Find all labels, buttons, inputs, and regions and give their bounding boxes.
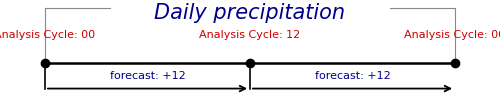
Text: Analysis Cycle: 00: Analysis Cycle: 00	[404, 30, 500, 40]
Text: Daily precipitation: Daily precipitation	[154, 3, 346, 23]
Text: Analysis Cycle: 12: Analysis Cycle: 12	[200, 30, 300, 40]
Text: Analysis Cycle: 00: Analysis Cycle: 00	[0, 30, 96, 40]
Text: forecast: +12: forecast: +12	[110, 71, 186, 81]
Text: forecast: +12: forecast: +12	[314, 71, 390, 81]
